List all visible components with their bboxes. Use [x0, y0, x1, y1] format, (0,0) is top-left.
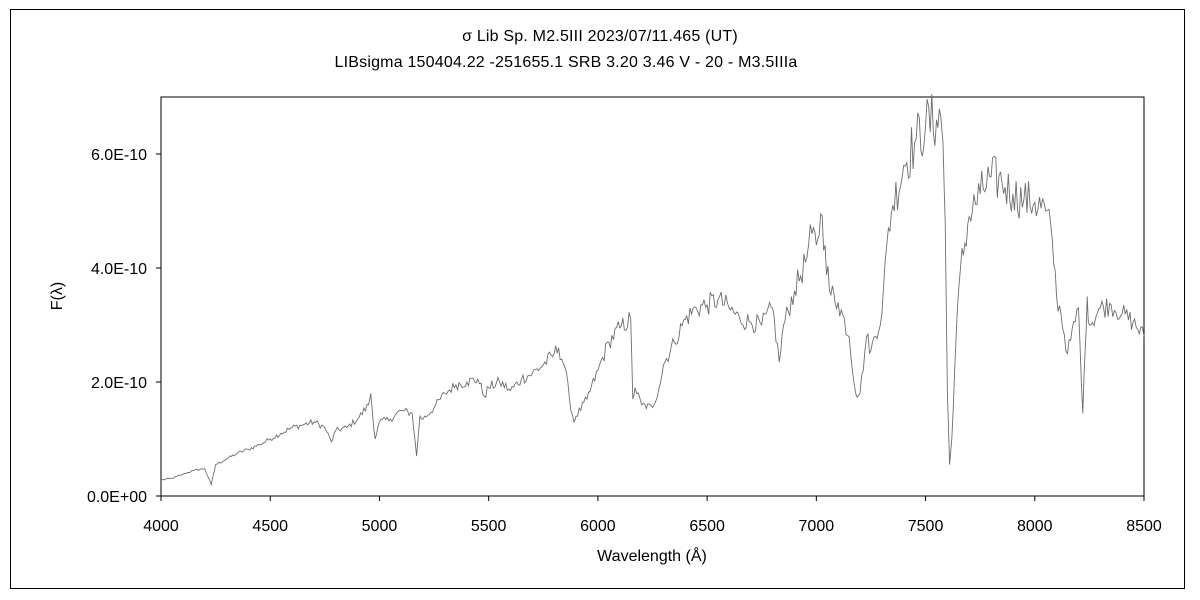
- x-axis: 4000 4500 5000 5500 6000 6500 7000 7500 8000 8500: [143, 496, 1162, 535]
- y-axis: 0.0E+00 2.0E-10 4.0E-10 6.0E-10: [87, 147, 161, 506]
- y-tick-label: 2.0E-10: [91, 375, 147, 392]
- plot-area: [160, 96, 1145, 497]
- x-tick-label: 6500: [689, 518, 725, 535]
- x-tick-label: 5000: [362, 518, 398, 535]
- y-tick-label: 6.0E-10: [91, 147, 147, 164]
- y-axis-label: F(λ): [49, 282, 66, 310]
- x-tick-label: 8000: [1017, 518, 1053, 535]
- x-tick-label: 4000: [143, 518, 179, 535]
- x-axis-label: Wavelength (Å): [597, 546, 707, 565]
- x-tick-label: 4500: [252, 518, 288, 535]
- chart-frame: [10, 9, 1185, 589]
- x-tick-label: 7500: [908, 518, 944, 535]
- x-tick-label: 8500: [1126, 518, 1162, 535]
- y-tick-label: 0.0E+00: [87, 489, 147, 506]
- chart-title: σ Lib Sp. M2.5III 2023/07/11.465 (UT): [462, 28, 738, 45]
- series-layer: [160, 93, 1145, 487]
- chart-subtitle: LIBsigma 150404.22 -251655.1 SRB 3.20 3.…: [334, 54, 798, 71]
- spectrum-series-line: [160, 93, 1145, 487]
- x-tick-label: 5500: [471, 518, 507, 535]
- x-tick-label: 7000: [799, 518, 835, 535]
- x-tick-label: 6000: [580, 518, 616, 535]
- y-tick-label: 4.0E-10: [91, 261, 147, 278]
